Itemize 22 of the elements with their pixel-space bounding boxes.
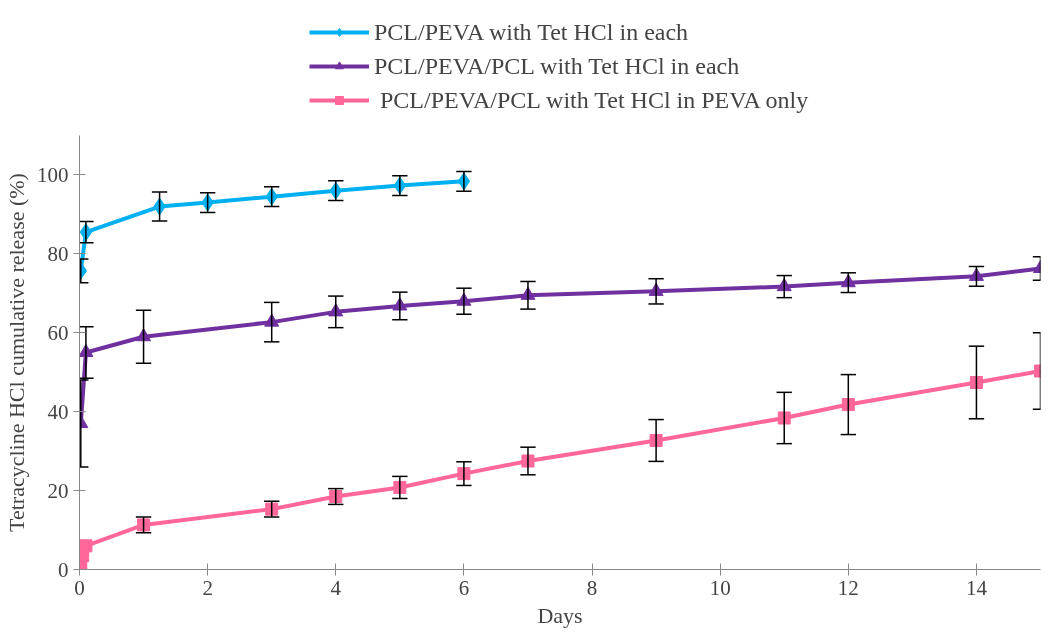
x-tick-label: 2 xyxy=(202,575,213,600)
x-tick-label: 8 xyxy=(586,575,598,600)
x-tick-label: 6 xyxy=(458,575,470,600)
point xyxy=(841,398,855,412)
x-tick-label: 12 xyxy=(837,575,859,600)
y-tick-label: 0 xyxy=(58,557,69,582)
y-tick-label: 60 xyxy=(47,320,69,345)
y-tick-label: 40 xyxy=(47,399,69,424)
x-tick-label: 14 xyxy=(965,575,988,600)
point xyxy=(969,375,983,389)
y-tick-label: 20 xyxy=(47,478,69,503)
y-tick-label: 80 xyxy=(47,241,69,266)
legend-label: PCL/PEVA/PCL with Tet HCl in each xyxy=(374,51,740,81)
y-tick-label: 100 xyxy=(37,162,69,187)
legend-label: PCL/PEVA/PCL with Tet HCl in PEVA only xyxy=(379,85,809,115)
y-axis-title: Tetracycline HCl cumulative release (%) xyxy=(4,173,29,532)
legend-label: PCL/PEVA with Tet HCl in each xyxy=(374,17,689,47)
x-tick-label: 4 xyxy=(330,575,342,600)
x-tick-label: 10 xyxy=(709,575,731,600)
point xyxy=(79,539,93,553)
x-tick-label: 0 xyxy=(74,575,85,600)
x-axis-title: Days xyxy=(537,602,583,628)
